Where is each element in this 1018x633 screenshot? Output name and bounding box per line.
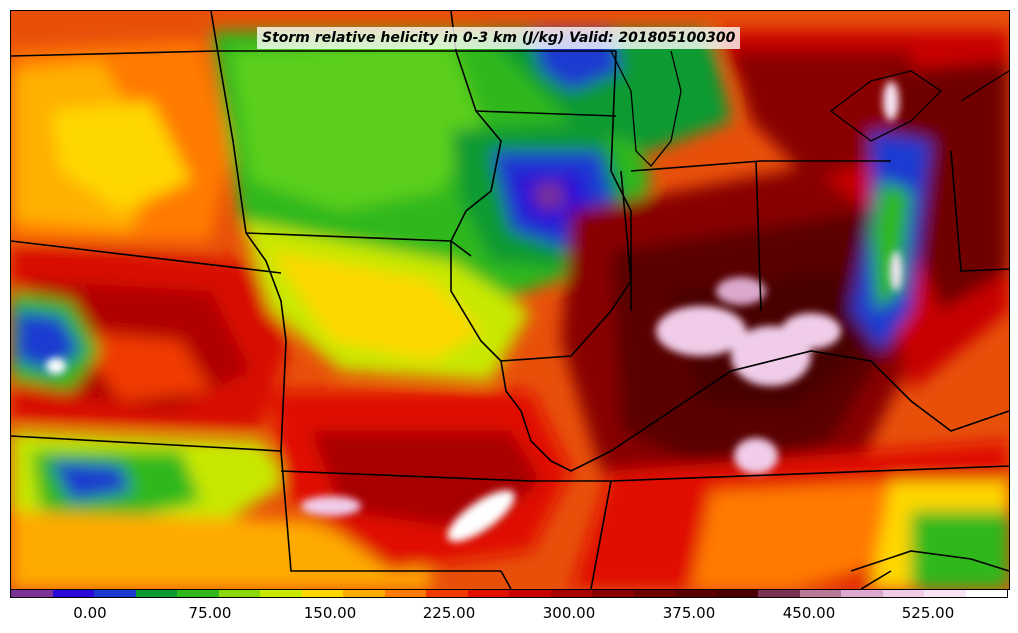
colorbar-swatch xyxy=(218,590,260,597)
colorbar-swatch xyxy=(426,590,468,597)
colorbar-swatch xyxy=(384,590,426,597)
colorbar-swatch xyxy=(343,590,385,597)
colorbar-swatch xyxy=(841,590,883,597)
colorbar-swatch xyxy=(301,590,343,597)
great-lakes xyxy=(610,50,1009,167)
colorbar-swatch xyxy=(592,590,634,597)
colorbar xyxy=(10,589,1008,598)
colorbar-swatch xyxy=(52,590,94,597)
state-boundaries xyxy=(11,11,1009,589)
colorbar-swatch xyxy=(675,590,717,597)
colorbar-tick-label: 300.00 xyxy=(542,604,596,622)
colorbar-swatch xyxy=(716,590,758,597)
colorbar-swatch xyxy=(11,590,53,597)
colorbar-swatch xyxy=(882,590,924,597)
colorbar-swatch xyxy=(467,590,509,597)
colorbar-tick-label: 75.00 xyxy=(188,604,232,622)
colorbar-swatch xyxy=(633,590,675,597)
colorbar-swatch xyxy=(509,590,551,597)
colorbar-swatch xyxy=(799,590,841,597)
colorbar-swatch xyxy=(260,590,302,597)
colorbar-tick-label: 0.00 xyxy=(73,604,107,622)
colorbar-swatch xyxy=(94,590,136,597)
map-canvas xyxy=(11,11,1009,589)
helicity-field xyxy=(11,31,1009,589)
helicity-map: Storm relative helicity in 0-3 km (J/kg)… xyxy=(10,10,1010,590)
colorbar-tick-label: 225.00 xyxy=(422,604,476,622)
colorbar-tick-label: 375.00 xyxy=(662,604,716,622)
colorbar-tick-label: 525.00 xyxy=(901,604,955,622)
map-title: Storm relative helicity in 0-3 km (J/kg)… xyxy=(257,27,741,49)
colorbar-swatch xyxy=(177,590,219,597)
colorbar-swatch xyxy=(135,590,177,597)
helicity-highs xyxy=(46,81,902,542)
colorbar-swatch xyxy=(550,590,592,597)
colorbar-swatch xyxy=(758,590,800,597)
colorbar-tick-label: 150.00 xyxy=(303,604,357,622)
colorbar-tick-label: 450.00 xyxy=(782,604,836,622)
colorbar-swatch xyxy=(965,590,1007,597)
colorbar-swatch xyxy=(924,590,966,597)
